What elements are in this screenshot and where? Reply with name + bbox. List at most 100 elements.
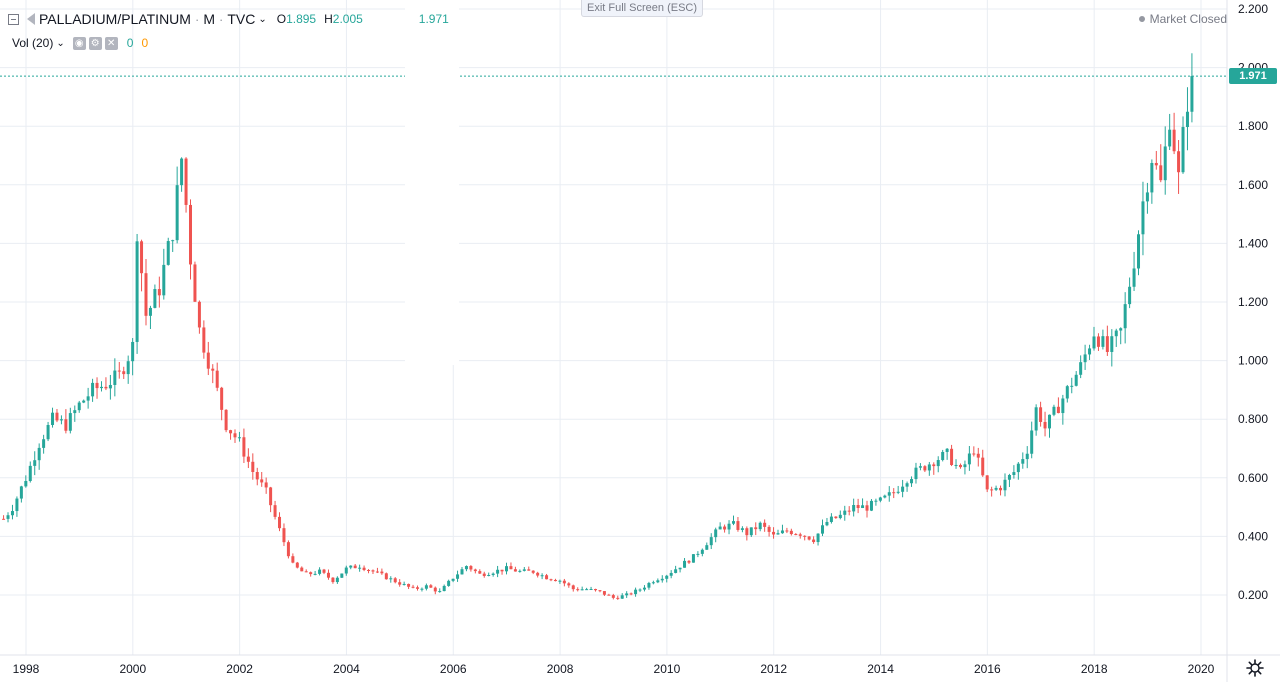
candle-body	[1007, 474, 1011, 480]
y-tick-label: 1.200	[1238, 295, 1268, 309]
candle	[1168, 113, 1172, 151]
candle	[1114, 328, 1118, 347]
candle	[829, 513, 833, 524]
candle-body	[1119, 328, 1123, 331]
candle	[1101, 329, 1105, 350]
candle	[220, 386, 224, 421]
candle	[104, 377, 108, 391]
candle-body	[798, 534, 802, 536]
collapse-legend-button[interactable]	[8, 13, 19, 25]
candle-body	[723, 526, 727, 530]
candle-body	[99, 386, 103, 389]
candle	[68, 407, 72, 434]
candle-body	[638, 589, 642, 591]
candle-body	[967, 453, 971, 465]
candle	[798, 532, 802, 539]
candle	[19, 485, 23, 503]
candle	[108, 374, 112, 400]
candle-body	[585, 589, 589, 591]
chevron-down-icon[interactable]: ⌄	[56, 37, 65, 49]
exit-fullscreen-button[interactable]: Exit Full Screen (ESC)	[581, 0, 704, 17]
candle	[923, 465, 927, 473]
candle	[456, 570, 460, 582]
candle	[358, 564, 362, 572]
candle	[10, 504, 14, 520]
candle	[371, 569, 375, 574]
candle	[95, 377, 99, 399]
candle-body	[220, 387, 224, 410]
candle	[585, 587, 589, 591]
close-icon[interactable]: ✕	[104, 36, 118, 50]
candle	[398, 579, 402, 587]
candle-body	[10, 511, 14, 516]
candle-body	[19, 486, 23, 499]
candle-body	[594, 589, 598, 591]
gear-icon[interactable]: ⚙	[88, 36, 102, 50]
candle-body	[148, 307, 152, 316]
candle-body	[1110, 336, 1114, 352]
candle-body	[985, 475, 989, 490]
candle	[540, 573, 544, 580]
candle-body	[1190, 76, 1194, 112]
candle-body	[553, 579, 557, 582]
symbol-name[interactable]: PALLADIUM/PLATINUM	[39, 11, 191, 27]
candle-body	[829, 516, 833, 522]
volume-label[interactable]: Vol (20)	[12, 36, 54, 50]
x-tick-label: 2008	[547, 662, 574, 676]
volume-ma-value: 0	[141, 36, 149, 50]
candle	[767, 525, 771, 537]
candle-body	[812, 539, 816, 543]
candle-body	[660, 578, 664, 581]
settings-gear-icon[interactable]	[1245, 658, 1265, 678]
x-tick-label: 2014	[867, 662, 894, 676]
candle	[522, 567, 526, 572]
candle-body	[389, 578, 393, 580]
candle	[1119, 327, 1123, 345]
candle	[869, 499, 873, 512]
candle	[28, 461, 32, 483]
candle	[229, 429, 233, 440]
candle	[237, 431, 241, 442]
flag-icon[interactable]	[27, 13, 35, 25]
candle	[1074, 371, 1078, 387]
candle-body	[607, 594, 611, 596]
candle	[117, 362, 121, 379]
price-axis[interactable]: 0.200 0.400 0.600 0.800 1.000 1.200 1.400 1.600…	[1238, 2, 1268, 602]
candle-body	[322, 569, 326, 573]
candle-body	[1092, 336, 1096, 349]
candle	[166, 237, 170, 266]
candle-body	[59, 419, 63, 421]
eye-icon[interactable]: ◉	[72, 36, 86, 50]
y-tick-label: 1.800	[1238, 119, 1268, 133]
candle	[171, 239, 175, 252]
candle-body	[545, 575, 549, 580]
x-tick-label: 1998	[13, 662, 40, 676]
candle-body	[442, 585, 446, 592]
candle	[1190, 53, 1194, 123]
candle	[518, 569, 522, 573]
candle	[460, 567, 464, 575]
candle	[126, 355, 130, 384]
candle	[264, 477, 268, 494]
candle-body	[789, 530, 793, 535]
candle	[892, 488, 896, 499]
candle	[776, 529, 780, 535]
candle-body	[758, 522, 762, 530]
candle	[269, 486, 273, 513]
market-status: Market Closed	[1138, 12, 1227, 26]
candle-body	[852, 505, 856, 512]
candle-body	[37, 447, 41, 461]
chevron-down-icon[interactable]: ⌄	[258, 13, 267, 25]
candle-body	[6, 515, 10, 519]
candle-body	[602, 591, 606, 595]
candle	[691, 554, 695, 563]
candle	[513, 566, 517, 572]
candle	[651, 580, 655, 585]
candle	[731, 515, 735, 526]
candle-body	[513, 569, 517, 572]
candle-body	[1181, 127, 1185, 173]
candle	[607, 593, 611, 596]
time-axis[interactable]: 1998 2000 2002 2004 2006 2008 2010 2012 2014 2016…	[13, 662, 1215, 676]
candle-body	[927, 464, 931, 471]
